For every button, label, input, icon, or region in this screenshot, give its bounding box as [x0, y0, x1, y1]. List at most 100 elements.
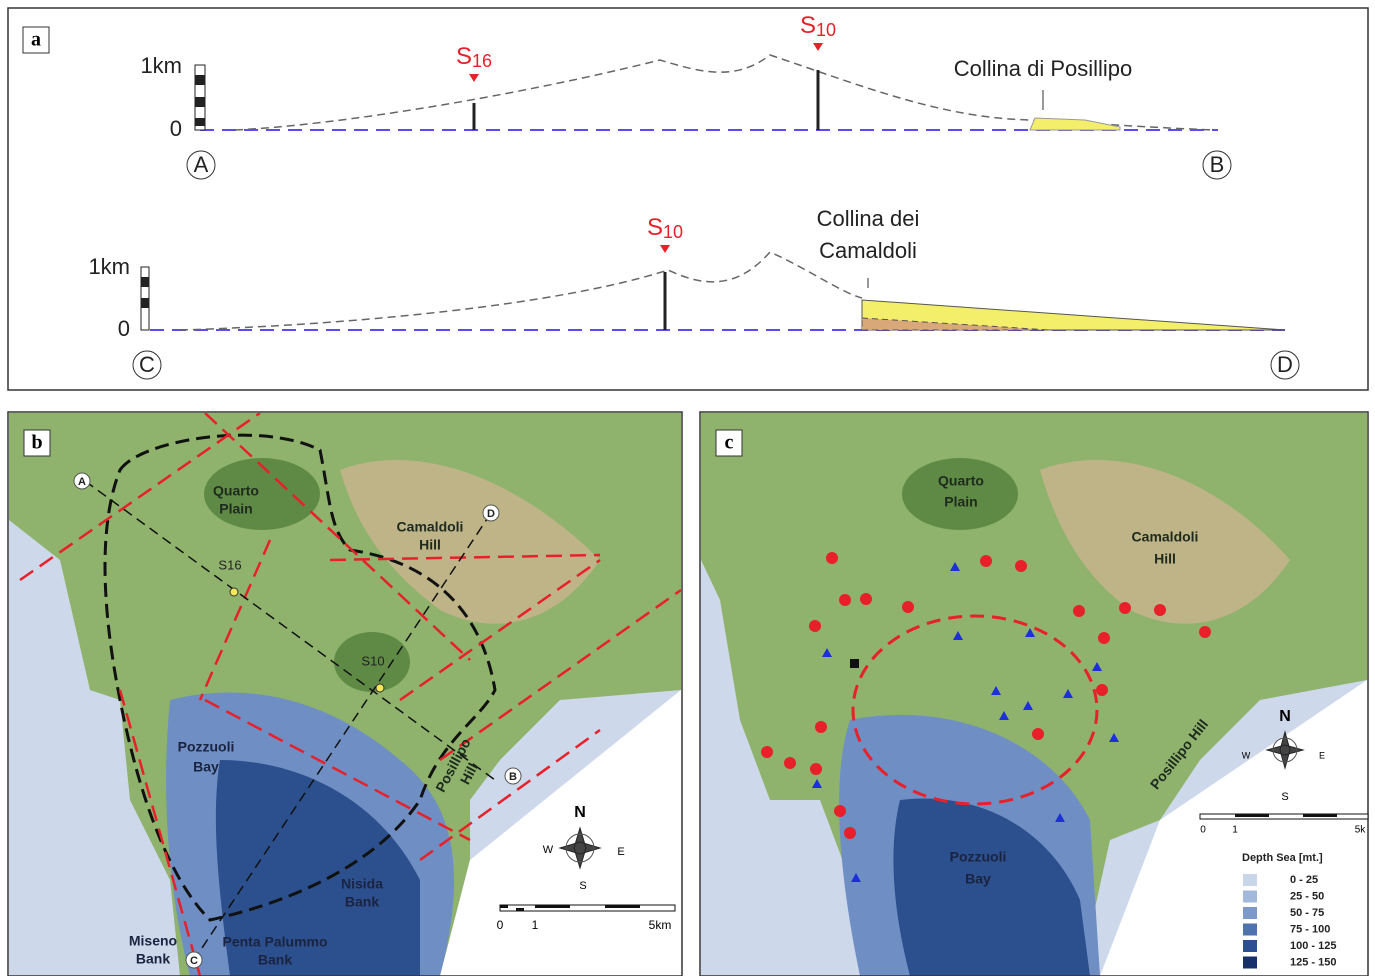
well-letter: S: [647, 214, 663, 241]
seismic-event: [1119, 602, 1131, 614]
well-letter: S: [456, 43, 472, 70]
seismic-event: [1073, 605, 1085, 617]
panel-frame: [8, 8, 1368, 390]
scale-bar: [141, 298, 149, 308]
seismic-event: [1154, 604, 1166, 616]
point-label: A: [78, 476, 86, 488]
point-label: D: [1277, 352, 1293, 377]
seismic-event: [826, 552, 838, 564]
seismic-event: [761, 746, 773, 758]
compass-label: W: [1242, 750, 1251, 760]
legend: Depth Sea [mt.] 0 - 2525 - 5050 - 7575 -…: [1232, 845, 1367, 975]
scale-label: 0: [1200, 825, 1206, 836]
legend-swatch: [1243, 957, 1257, 969]
scale-bar: [141, 277, 149, 287]
compass-label: N: [574, 804, 586, 821]
panel-label: a: [31, 29, 41, 51]
seismic-event: [860, 593, 872, 605]
legend-label: 75 - 100: [1290, 923, 1330, 935]
seismic-event: [1015, 560, 1027, 572]
well-marker: [376, 684, 384, 692]
compass-label: S: [1281, 791, 1288, 803]
legend-swatch: [1243, 891, 1257, 903]
seismic-event: [839, 594, 851, 606]
point-label: D: [487, 508, 495, 520]
place-label: Hill: [1154, 551, 1176, 567]
panel-label: b: [31, 432, 42, 454]
scale-label: 1km: [140, 53, 182, 78]
well-label: S10: [361, 653, 384, 668]
seismic-event: [810, 763, 822, 775]
compass-label: N: [1279, 708, 1291, 725]
place-label: Penta Palummo: [222, 934, 327, 950]
place-label: Hill: [419, 537, 441, 553]
annotation: Collina dei: [817, 206, 920, 231]
scale-label: 5km: [649, 918, 672, 932]
station-square: [850, 659, 859, 668]
legend-label: 0 - 25: [1290, 874, 1318, 886]
panel-label: c: [725, 432, 734, 454]
legend-label: 125 - 150: [1290, 956, 1336, 968]
scale-bar: [500, 905, 508, 908]
legend-label: 50 - 75: [1290, 907, 1324, 919]
annotation: Camaldoli: [819, 238, 917, 263]
scale-bar: [535, 905, 570, 908]
well-marker: [230, 588, 238, 596]
place-label: Bay: [193, 759, 219, 775]
seismic-event: [834, 805, 846, 817]
place-label: Quarto: [938, 473, 984, 489]
seismic-event: [1032, 728, 1044, 740]
compass-label: E: [617, 846, 624, 858]
place-label: Bank: [136, 951, 170, 967]
seismic-event: [902, 601, 914, 613]
seismic-event: [1096, 684, 1108, 696]
legend-swatch: [1243, 940, 1257, 952]
legend-title: Depth Sea [mt.]: [1242, 852, 1323, 864]
place-label: Bay: [965, 871, 991, 887]
scale-bar: [195, 97, 205, 107]
place-label: Plain: [944, 494, 977, 510]
seismic-event: [1199, 626, 1211, 638]
well-label: S16: [218, 557, 241, 572]
scale-bar: [500, 905, 675, 911]
figure: a 1km 0 A B S16 S10 Collina di Posillipo…: [0, 0, 1375, 976]
scale-bar: [195, 118, 205, 126]
seismic-event: [844, 827, 856, 839]
point-label: A: [194, 152, 209, 177]
scale-bar: [605, 905, 640, 908]
legend-swatch: [1243, 907, 1257, 919]
seismic-event: [980, 555, 992, 567]
scale-bar: [195, 75, 205, 85]
point-label: B: [1210, 152, 1225, 177]
point-label: C: [190, 955, 198, 967]
compass-label: S: [579, 880, 586, 892]
scale-label: 1km: [88, 254, 130, 279]
scale-label: 0: [170, 116, 182, 141]
seismic-event: [809, 620, 821, 632]
scale-bar: [1200, 814, 1368, 819]
seismic-event: [784, 757, 796, 769]
well-letter: S: [800, 12, 816, 39]
place-label: Pozzuoli: [178, 739, 235, 755]
scale-label: 0: [118, 316, 130, 341]
place-label: Miseno: [129, 933, 177, 949]
place-label: Pozzuoli: [950, 849, 1007, 865]
well-index: 10: [816, 20, 836, 40]
place-label: Bank: [258, 952, 292, 968]
compass-label: E: [1319, 750, 1325, 760]
scale-label: 1: [532, 918, 539, 932]
legend-swatch: [1243, 924, 1257, 936]
seismic-event: [1098, 632, 1110, 644]
point-label: B: [509, 771, 517, 783]
place-label: Nisida: [341, 876, 383, 892]
scale-bar: [516, 908, 524, 911]
scale-label: 0: [497, 918, 504, 932]
place-label: Camaldoli: [397, 519, 464, 535]
scale-bar: [1303, 814, 1337, 817]
scale-label: 5k: [1355, 825, 1367, 836]
place-label: Bank: [345, 894, 379, 910]
scale-bar: [1235, 814, 1269, 817]
place-label: Camaldoli: [1132, 529, 1199, 545]
point-label: C: [139, 352, 155, 377]
legend-swatch: [1243, 874, 1257, 886]
